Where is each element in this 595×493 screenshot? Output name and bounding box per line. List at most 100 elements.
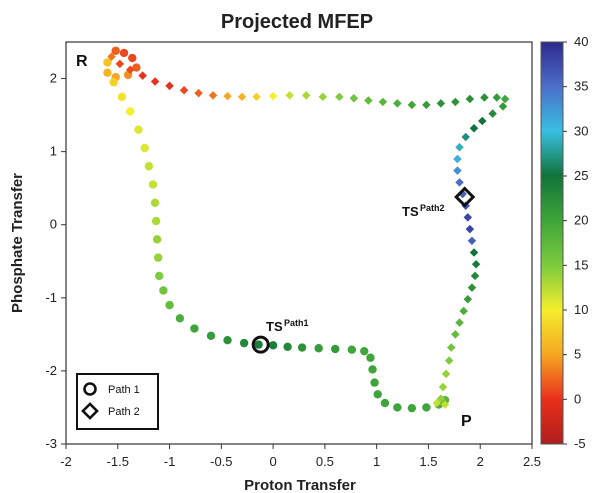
data-point-circle <box>347 345 357 354</box>
data-point-diamond <box>107 52 116 61</box>
data-point-diamond <box>441 369 451 379</box>
x-tick-label: 2.5 <box>523 454 541 469</box>
data-point-diamond <box>436 99 446 108</box>
data-point-diamond <box>115 59 125 69</box>
data-point-circle <box>380 398 390 408</box>
chart-title: Projected MFEP <box>221 11 373 33</box>
series-layer <box>103 46 510 413</box>
ts-path2-marker <box>454 186 476 208</box>
colorbar-tick-label: 30 <box>574 123 588 138</box>
legend-label-path1: Path 1 <box>108 384 140 396</box>
data-point-diamond <box>455 178 464 187</box>
data-point-diamond <box>498 102 508 111</box>
x-tick-label: -1 <box>164 454 176 469</box>
series-1 <box>103 46 450 413</box>
data-point-circle <box>331 344 340 354</box>
data-point-circle <box>190 324 199 333</box>
data-point-diamond <box>463 295 473 304</box>
data-point-circle <box>153 253 163 262</box>
data-point-circle <box>254 340 263 349</box>
data-point-circle <box>103 68 112 77</box>
ts-path2-sub: Path2 <box>420 203 445 213</box>
data-point-diamond <box>465 224 475 234</box>
data-point-diamond <box>488 109 497 118</box>
data-point-diamond <box>467 236 477 246</box>
colorbar-tick-label: 15 <box>574 257 588 272</box>
data-point-diamond <box>407 100 417 110</box>
data-point-diamond <box>165 81 174 91</box>
colorbar-tick-label: 40 <box>574 34 588 49</box>
data-point-diamond <box>438 382 448 392</box>
data-point-circle <box>109 78 118 87</box>
data-point-circle <box>370 378 379 387</box>
y-tick-label: -3 <box>45 436 57 451</box>
data-point-circle <box>111 46 120 55</box>
data-point-circle <box>117 92 127 102</box>
data-point-circle <box>103 58 112 67</box>
data-point-diamond <box>194 88 203 98</box>
x-tick-label: 0.5 <box>316 454 334 469</box>
data-point-diamond <box>451 97 460 107</box>
y-tick-label: 1 <box>50 144 57 159</box>
colorbar-ticks: 40 35 30 25 20 15 10 5 0 -5 <box>563 34 588 451</box>
x-tick-label: 1 <box>373 454 380 469</box>
data-point-diamond <box>470 271 480 281</box>
data-point-circle <box>366 353 375 362</box>
x-tick-label: 1.5 <box>419 454 437 469</box>
data-point-circle <box>148 180 158 189</box>
x-tick-label: 2 <box>477 454 484 469</box>
data-point-circle <box>175 314 185 323</box>
data-point-diamond <box>125 65 135 75</box>
ts-path2-label: TS <box>402 204 419 219</box>
data-point-diamond <box>469 124 479 133</box>
colorbar-tick-label: 5 <box>574 347 581 362</box>
data-point-diamond <box>432 398 441 408</box>
x-tick-label: -0.5 <box>210 454 232 469</box>
data-point-diamond <box>480 93 489 102</box>
data-point-circle <box>360 346 369 356</box>
data-point-diamond <box>393 99 402 108</box>
annotation-product: P <box>461 413 472 430</box>
data-point-circle <box>314 344 323 353</box>
legend-diamond-marker <box>81 402 99 420</box>
data-point-circle <box>159 286 168 295</box>
data-point-diamond <box>455 318 464 327</box>
legend-label-path2: Path 2 <box>108 406 140 418</box>
data-point-circle <box>152 235 162 244</box>
x-tick-label: 0 <box>269 454 276 469</box>
data-point-diamond <box>208 91 218 100</box>
data-point-diamond <box>150 77 160 86</box>
data-point-diamond <box>478 116 487 126</box>
data-point-circle <box>368 365 377 374</box>
y-axis-label: Phosphate Transfer <box>9 173 26 313</box>
x-tick-label: -2 <box>60 454 72 469</box>
data-point-diamond <box>444 356 454 365</box>
data-point-circle <box>206 331 216 341</box>
annotation-ts-path2: TS Path2 <box>402 203 445 219</box>
data-point-circle <box>297 343 307 352</box>
annotation-reactant: R <box>76 53 88 70</box>
data-point-diamond <box>453 154 462 164</box>
data-point-circle <box>422 403 431 412</box>
data-point-diamond <box>349 94 359 103</box>
data-point-circle <box>223 336 232 345</box>
y-tick-label: 0 <box>50 217 57 232</box>
data-point-diamond <box>469 248 479 257</box>
data-point-diamond <box>268 91 278 101</box>
data-point-diamond <box>451 330 460 339</box>
ts-markers <box>251 186 476 354</box>
data-point-diamond <box>467 283 477 292</box>
data-point-diamond <box>179 85 189 95</box>
data-point-diamond <box>461 132 470 142</box>
colorbar: 40 35 30 25 20 15 10 5 0 -5 <box>540 34 588 451</box>
data-point-circle <box>126 107 135 116</box>
data-point-circle <box>155 271 164 281</box>
legend-box <box>76 373 159 430</box>
data-point-diamond <box>422 100 431 110</box>
data-point-circle <box>239 338 249 348</box>
data-point-diamond <box>378 97 388 107</box>
y-tick-label: -2 <box>45 363 57 378</box>
ts-path1-sub: Path1 <box>284 318 309 328</box>
data-point-diamond <box>285 91 294 100</box>
data-point-diamond <box>138 71 147 80</box>
